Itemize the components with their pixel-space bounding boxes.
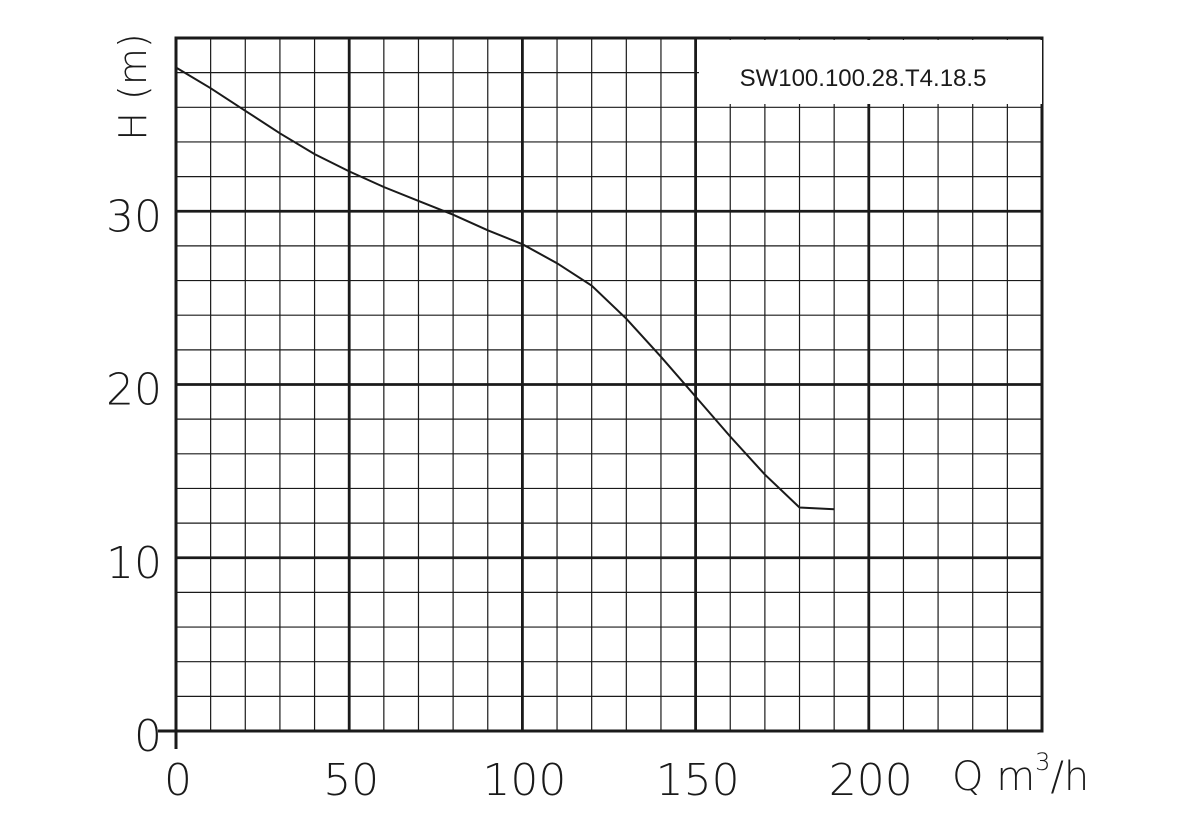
x-tick-label: 150 — [656, 755, 740, 806]
x-tick-label: 0 — [164, 755, 192, 806]
y-tick-label: 20 — [106, 365, 162, 416]
major-grid — [158, 36, 1044, 749]
x-tick-label: 50 — [323, 755, 379, 806]
y-axis-ticks: 0 10 20 30 — [106, 191, 162, 762]
x-tick-label: 200 — [829, 755, 913, 806]
x-axis-label-base: Q m — [952, 754, 1035, 800]
model-label: SW100.100.28.T4.18.5 — [740, 65, 987, 92]
pump-curve-line — [175, 66, 835, 511]
x-axis-label-superscript: 3 — [1035, 748, 1050, 776]
x-axis-label: Q m3/h — [952, 748, 1089, 800]
model-label-box — [699, 40, 1042, 104]
y-tick-label: 30 — [106, 191, 162, 242]
y-tick-label: 10 — [106, 538, 162, 589]
y-axis-label: H (m) — [111, 33, 155, 140]
x-axis-ticks: 0 50 100 150 200 — [164, 755, 913, 806]
x-tick-label: 100 — [482, 755, 566, 806]
y-tick-label: 0 — [134, 711, 162, 762]
x-axis-label-tail: /h — [1050, 754, 1089, 800]
